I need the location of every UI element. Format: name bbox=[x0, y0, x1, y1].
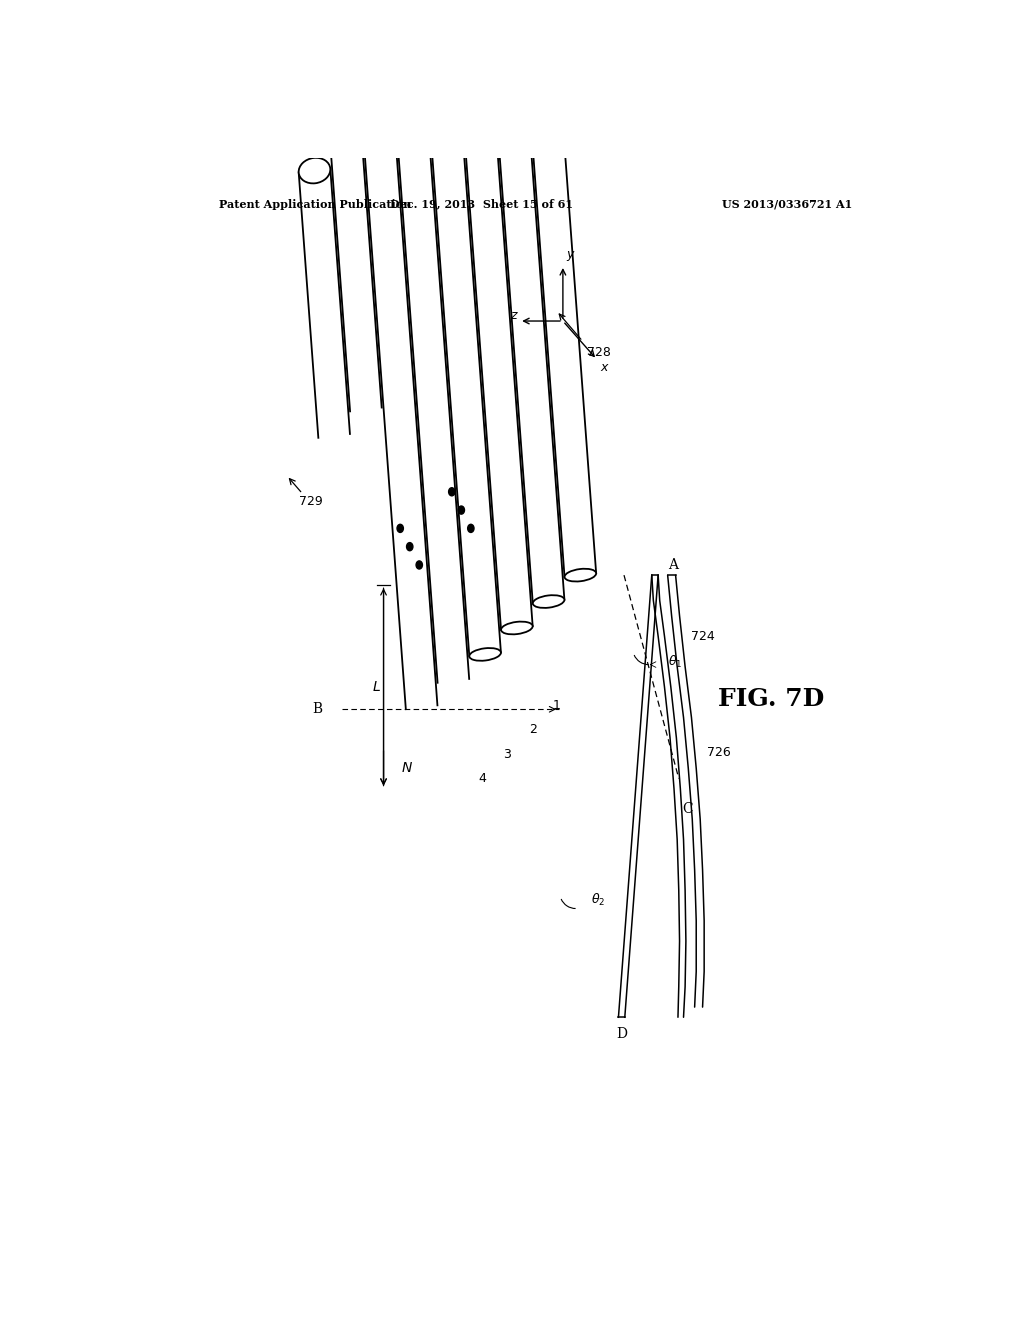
Text: 3: 3 bbox=[504, 747, 511, 760]
Text: y: y bbox=[566, 248, 573, 261]
Text: 726: 726 bbox=[708, 747, 731, 759]
Circle shape bbox=[416, 561, 423, 569]
Ellipse shape bbox=[501, 622, 532, 635]
Ellipse shape bbox=[299, 158, 331, 183]
Ellipse shape bbox=[426, 51, 458, 78]
Text: 1: 1 bbox=[553, 698, 560, 711]
Ellipse shape bbox=[362, 106, 394, 131]
Text: C: C bbox=[682, 801, 692, 816]
Text: B: B bbox=[312, 702, 323, 717]
Text: z: z bbox=[510, 309, 516, 322]
Text: US 2013/0336721 A1: US 2013/0336721 A1 bbox=[722, 198, 852, 210]
Ellipse shape bbox=[564, 569, 596, 582]
Text: L: L bbox=[373, 680, 380, 694]
Text: 4: 4 bbox=[478, 772, 485, 785]
Circle shape bbox=[468, 524, 474, 532]
Text: Patent Application Publication: Patent Application Publication bbox=[219, 198, 412, 210]
Text: 724: 724 bbox=[691, 630, 715, 643]
Text: $\theta_2$: $\theta_2$ bbox=[592, 892, 606, 908]
Text: N: N bbox=[401, 762, 413, 775]
Text: 728: 728 bbox=[587, 346, 610, 359]
Ellipse shape bbox=[532, 595, 564, 609]
Ellipse shape bbox=[331, 132, 362, 157]
Circle shape bbox=[458, 506, 465, 513]
Text: 2: 2 bbox=[528, 723, 537, 737]
Circle shape bbox=[397, 524, 403, 532]
Ellipse shape bbox=[469, 648, 501, 661]
Ellipse shape bbox=[489, 0, 521, 25]
Text: Dec. 19, 2013  Sheet 15 of 61: Dec. 19, 2013 Sheet 15 of 61 bbox=[390, 198, 572, 210]
Circle shape bbox=[407, 543, 413, 550]
Text: x: x bbox=[600, 362, 608, 375]
Text: FIG. 7D: FIG. 7D bbox=[718, 688, 824, 711]
Text: D: D bbox=[616, 1027, 627, 1041]
Ellipse shape bbox=[458, 25, 489, 51]
Ellipse shape bbox=[394, 78, 426, 104]
Circle shape bbox=[449, 487, 455, 496]
Text: 729: 729 bbox=[299, 495, 323, 508]
Text: A: A bbox=[668, 558, 678, 572]
Text: $\theta_1$: $\theta_1$ bbox=[668, 653, 682, 669]
